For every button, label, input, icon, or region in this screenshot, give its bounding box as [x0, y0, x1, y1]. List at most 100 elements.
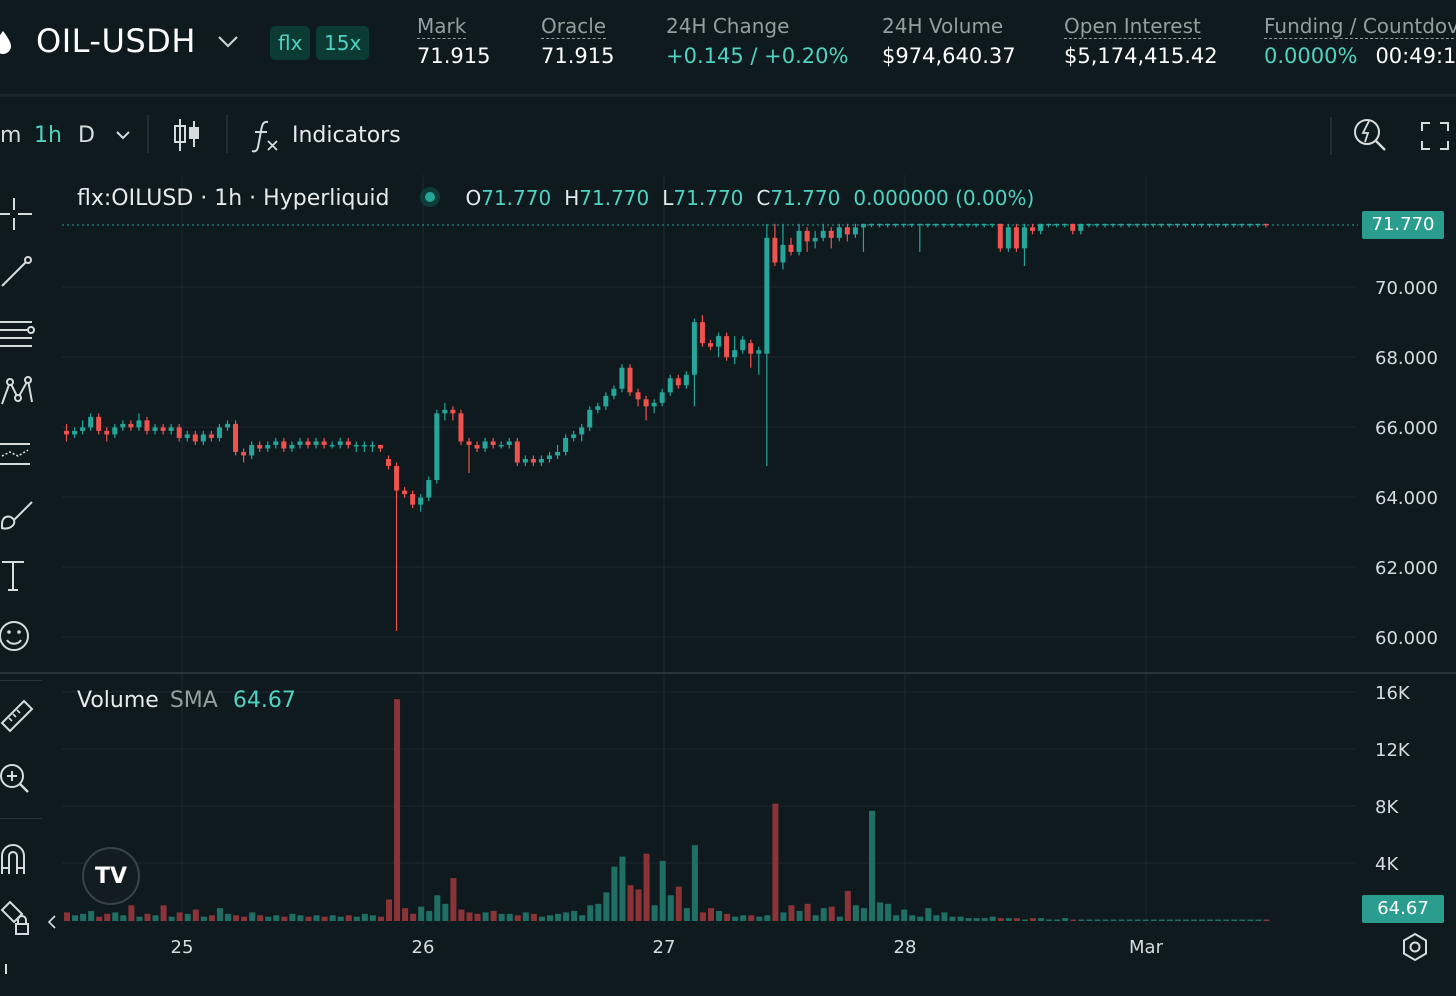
volume-bar: [1062, 918, 1069, 921]
candle: [1078, 223, 1084, 235]
volume-bar: [450, 878, 457, 921]
candle: [893, 223, 899, 228]
candle: [216, 423, 222, 442]
time-tick-label: Mar: [1129, 937, 1164, 958]
volume-bar: [394, 699, 401, 921]
candle: [353, 441, 359, 452]
pattern-icon[interactable]: [0, 374, 36, 410]
interval-1h[interactable]: 1h: [34, 123, 62, 148]
chevron-left-icon[interactable]: [46, 912, 58, 932]
trend-line-icon[interactable]: [0, 254, 36, 290]
candle: [1142, 223, 1148, 228]
lock-drawings-icon[interactable]: [0, 900, 36, 936]
symbol-label[interactable]: flx:OILUSD · 1h · Hyperliquid: [77, 186, 390, 211]
volume-axis: 16K 12K 8K 4K: [1375, 683, 1411, 875]
candle: [402, 487, 408, 498]
price-tick-label: 64.000: [1375, 488, 1438, 509]
candle-body: [1174, 223, 1180, 226]
market-name[interactable]: OIL-USDH: [36, 22, 196, 60]
candle: [297, 437, 303, 449]
horizontal-lines-icon[interactable]: [0, 314, 36, 350]
volume-bar: [160, 905, 167, 921]
volume-bar: [426, 910, 433, 921]
volume-bar: [780, 912, 787, 921]
candle: [1030, 223, 1035, 235]
change-label: 24H Change: [666, 14, 790, 38]
volume-bar: [402, 908, 409, 921]
tradingview-logo[interactable]: TV: [82, 847, 140, 905]
volume-bar: [740, 915, 747, 921]
candle-body: [1005, 227, 1011, 249]
candle-body: [1247, 223, 1253, 226]
leverage-badge[interactable]: 15x: [316, 26, 370, 60]
volume-bar: [957, 916, 964, 921]
emoji-icon[interactable]: [0, 618, 36, 654]
volume-bar: [96, 916, 103, 921]
volume-value: $974,640.37: [882, 44, 1016, 68]
more-tools-icon[interactable]: [0, 960, 36, 996]
text-tool-icon[interactable]: [0, 558, 36, 594]
candle-body: [812, 237, 818, 242]
toolbar-divider: [226, 115, 228, 153]
volume-bar: [369, 915, 376, 921]
indicators-button[interactable]: Indicators: [292, 123, 401, 148]
candle: [909, 223, 915, 228]
ruler-icon[interactable]: [0, 698, 36, 734]
candle: [683, 371, 689, 389]
interval-minutes[interactable]: m: [0, 123, 22, 148]
candle: [514, 437, 520, 467]
candle: [563, 434, 569, 456]
candle: [667, 374, 673, 396]
candle-body: [1134, 223, 1140, 226]
candle: [635, 388, 641, 407]
candle-body: [885, 223, 891, 226]
candle-body: [281, 441, 287, 449]
candle: [345, 437, 351, 449]
volume-bar: [337, 916, 344, 921]
interval-chevron-icon[interactable]: [114, 129, 132, 141]
candle: [965, 223, 971, 228]
candle-body: [434, 413, 440, 481]
close-label: C: [756, 186, 771, 210]
fullscreen-icon[interactable]: [1420, 121, 1450, 151]
quick-search-icon[interactable]: [1352, 115, 1388, 153]
candle: [1110, 223, 1116, 228]
interval-day[interactable]: D: [78, 123, 95, 148]
candle: [1021, 223, 1027, 266]
candle-body: [394, 466, 400, 491]
settings-icon[interactable]: [1400, 932, 1430, 962]
chevron-down-icon[interactable]: [216, 34, 240, 50]
candle: [522, 455, 528, 467]
candle-body: [699, 322, 705, 344]
candle-body: [450, 409, 456, 414]
candle: [1038, 223, 1044, 235]
function-icon[interactable]: [250, 119, 280, 153]
candle: [498, 441, 504, 449]
candle: [860, 223, 866, 252]
volume-bar: [949, 916, 956, 921]
candle-body: [1231, 223, 1237, 226]
volume-bar: [208, 915, 215, 921]
volume-bar: [80, 913, 87, 921]
candles-icon[interactable]: [172, 117, 202, 153]
magnet-icon[interactable]: [0, 840, 36, 876]
funding-stat: Funding / Countdov 0.0000% 00:49:1: [1264, 14, 1456, 68]
forecast-icon[interactable]: [0, 436, 36, 472]
crosshair-icon[interactable]: [0, 196, 36, 232]
zoom-in-icon[interactable]: [0, 758, 36, 794]
candle-body: [635, 392, 641, 400]
candle-body: [160, 427, 166, 431]
volume-bar: [474, 913, 481, 921]
candle-body: [716, 336, 722, 347]
brush-icon[interactable]: [0, 498, 36, 534]
candle: [482, 437, 488, 452]
candle: [1231, 223, 1237, 228]
candle-body: [249, 444, 255, 456]
volume-bar: [466, 912, 473, 921]
candle-body: [1182, 223, 1188, 226]
candle: [1207, 223, 1213, 228]
volume-tick-label: 12K: [1375, 740, 1411, 761]
price-axis: 70.000 68.000 66.000 64.000 62.000 60.000: [1375, 278, 1438, 649]
volume-bar: [377, 916, 384, 921]
